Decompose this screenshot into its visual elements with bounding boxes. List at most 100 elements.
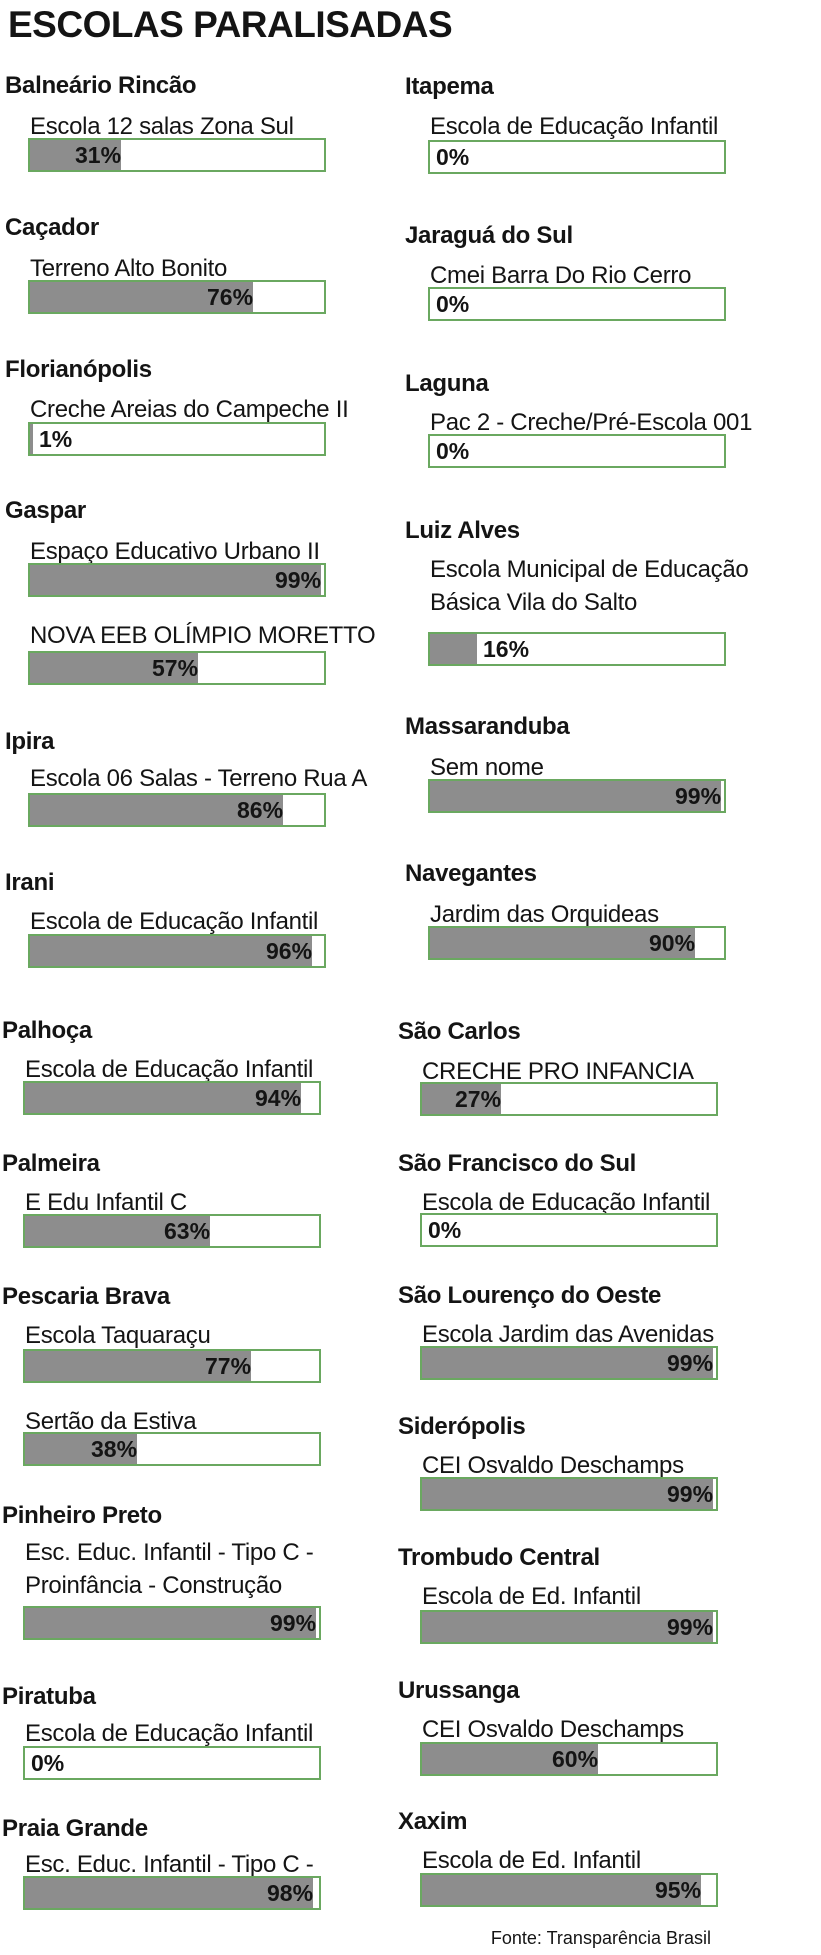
school-label-sao-lourenco-do-oeste-0: Escola Jardim das Avenidas — [422, 1321, 714, 1348]
city-luiz-alves: Luiz Alves — [405, 517, 520, 544]
bar-value-label-urussanga-0: 60% — [552, 1746, 599, 1772]
bar-value-label-itapema-0: 0% — [436, 144, 470, 170]
bar-fill-palmeira-0 — [25, 1216, 210, 1246]
bar-fill-balneario-rincao-0 — [30, 140, 121, 170]
city-pinheiro-preto: Pinheiro Preto — [2, 1502, 162, 1529]
bar-value-label-laguna-0: 0% — [436, 438, 470, 464]
school-label-sao-carlos-0: CRECHE PRO INFANCIA — [422, 1058, 694, 1085]
bar-track-luiz-alves-0: 16% — [428, 632, 726, 666]
bar-fill-irani-0 — [30, 936, 312, 966]
city-florianopolis: Florianópolis — [5, 356, 152, 383]
bar-fill-palhoca-0 — [25, 1083, 301, 1113]
bar-fill-pinheiro-preto-0 — [25, 1608, 316, 1638]
city-piratuba: Piratuba — [2, 1683, 96, 1710]
bar-value-label-gaspar-0: 99% — [275, 567, 322, 593]
school-label-itapema-0: Escola de Educação Infantil — [430, 113, 719, 140]
school-label-florianopolis-0: Creche Areias do Campeche II — [30, 396, 349, 423]
bar-track-navegantes-0: 90% — [428, 926, 726, 960]
bar-fill-sideropolis-0 — [422, 1479, 713, 1509]
bar-value-label-palhoca-0: 94% — [255, 1085, 302, 1111]
bar-track-gaspar-0: 99% — [28, 563, 326, 597]
bar-fill-urussanga-0 — [422, 1744, 598, 1774]
bar-track-cacador-0: 76% — [28, 280, 326, 314]
bar-value-label-sao-carlos-0: 27% — [455, 1086, 502, 1112]
bar-track-massaranduba-0: 99% — [428, 779, 726, 813]
bar-value-label-pescaria-brava-0: 77% — [205, 1353, 252, 1379]
bar-track-trombudo-central-0: 99% — [420, 1610, 718, 1644]
bar-track-pinheiro-preto-0: 99% — [23, 1606, 321, 1640]
school-label-sideropolis-0: CEI Osvaldo Deschamps — [422, 1452, 684, 1479]
school-label-pescaria-brava-1: Sertão da Estiva — [25, 1408, 197, 1435]
bar-track-palmeira-0: 63% — [23, 1214, 321, 1248]
bar-value-label-praia-grande-0: 98% — [267, 1880, 314, 1906]
bar-value-label-luiz-alves-0: 16% — [483, 636, 530, 662]
bar-fill-massaranduba-0 — [430, 781, 721, 811]
bar-fill-ipira-0 — [30, 795, 283, 825]
city-navegantes: Navegantes — [405, 860, 537, 887]
city-xaxim: Xaxim — [398, 1808, 468, 1835]
bar-track-pescaria-brava-1: 38% — [23, 1432, 321, 1466]
city-laguna: Laguna — [405, 370, 489, 397]
bar-value-label-pinheiro-preto-0: 99% — [270, 1610, 317, 1636]
school-label-laguna-0: Pac 2 - Creche/Pré-Escola 001 — [430, 409, 753, 436]
school-label-urussanga-0: CEI Osvaldo Deschamps — [422, 1716, 684, 1743]
school-label-massaranduba-0: Sem nome — [430, 754, 544, 781]
bar-value-label-xaxim-0: 95% — [655, 1877, 702, 1903]
bar-track-sao-lourenco-do-oeste-0: 99% — [420, 1346, 718, 1380]
city-itapema: Itapema — [405, 73, 494, 100]
city-irani: Irani — [5, 869, 55, 896]
source-note: Fonte: Transparência Brasil — [490, 1928, 711, 1948]
bar-track-florianopolis-0: 1% — [28, 422, 326, 456]
bar-fill-trombudo-central-0 — [422, 1612, 713, 1642]
bar-track-palhoca-0: 94% — [23, 1081, 321, 1115]
bar-track-sideropolis-0: 99% — [420, 1477, 718, 1511]
bar-track-sao-carlos-0: 27% — [420, 1082, 718, 1116]
bar-value-label-florianopolis-0: 1% — [39, 426, 73, 452]
bar-value-label-sao-francisco-do-sul-0: 0% — [428, 1217, 462, 1243]
bar-track-sao-francisco-do-sul-0: 0% — [420, 1213, 718, 1247]
school-label-balneario-rincao-0: Escola 12 salas Zona Sul — [30, 113, 294, 140]
bar-value-label-pescaria-brava-1: 38% — [91, 1436, 138, 1462]
bar-track-irani-0: 96% — [28, 934, 326, 968]
school-label-sao-francisco-do-sul-0: Escola de Educação Infantil — [422, 1189, 711, 1216]
bar-fill-gaspar-1 — [30, 653, 198, 683]
bar-track-itapema-0: 0% — [428, 140, 726, 174]
bar-value-label-massaranduba-0: 99% — [675, 783, 722, 809]
bar-value-label-ipira-0: 86% — [237, 797, 284, 823]
school-label-palmeira-0: E Edu Infantil C — [25, 1189, 187, 1216]
bar-value-label-irani-0: 96% — [266, 938, 313, 964]
bar-fill-gaspar-0 — [30, 565, 321, 595]
city-sao-carlos: São Carlos — [398, 1018, 521, 1045]
bar-fill-cacador-0 — [30, 282, 253, 312]
school-label-jaragua-do-sul-0: Cmei Barra Do Rio Cerro — [430, 262, 692, 289]
school-label-irani-0: Escola de Educação Infantil — [30, 908, 319, 935]
school-label-trombudo-central-0: Escola de Ed. Infantil — [422, 1583, 641, 1610]
bar-fill-florianopolis-0 — [30, 424, 33, 454]
city-balneario-rincao: Balneário Rincão — [5, 72, 197, 99]
bar-fill-sao-carlos-0 — [422, 1084, 501, 1114]
city-pescaria-brava: Pescaria Brava — [2, 1283, 170, 1310]
school-label-pescaria-brava-0: Escola Taquaraçu — [25, 1322, 211, 1349]
city-sao-francisco-do-sul: São Francisco do Sul — [398, 1150, 637, 1177]
chart-title: ESCOLAS PARALISADAS — [8, 4, 453, 45]
bar-fill-xaxim-0 — [422, 1875, 701, 1905]
city-sao-lourenco-do-oeste: São Lourenço do Oeste — [398, 1282, 662, 1309]
bar-fill-navegantes-0 — [430, 928, 695, 958]
city-jaragua-do-sul: Jaraguá do Sul — [405, 222, 573, 249]
school-label-luiz-alves-0: Escola Municipal de Educação Básica Vila… — [430, 556, 749, 616]
bar-value-label-gaspar-1: 57% — [152, 655, 199, 681]
bar-track-laguna-0: 0% — [428, 434, 726, 468]
bar-fill-luiz-alves-0 — [430, 634, 477, 664]
city-massaranduba: Massaranduba — [405, 713, 570, 740]
bar-track-praia-grande-0: 98% — [23, 1876, 321, 1910]
school-label-gaspar-0: Espaço Educativo Urbano II — [30, 538, 320, 565]
bar-track-xaxim-0: 95% — [420, 1873, 718, 1907]
school-label-palhoca-0: Escola de Educação Infantil — [25, 1056, 314, 1083]
city-ipira: Ipira — [5, 728, 55, 755]
city-palmeira: Palmeira — [2, 1150, 100, 1177]
bar-fill-sao-lourenco-do-oeste-0 — [422, 1348, 713, 1378]
bar-track-pescaria-brava-0: 77% — [23, 1349, 321, 1383]
city-sideropolis: Siderópolis — [398, 1413, 526, 1440]
city-trombudo-central: Trombudo Central — [398, 1544, 600, 1571]
bar-value-label-piratuba-0: 0% — [31, 1750, 65, 1776]
